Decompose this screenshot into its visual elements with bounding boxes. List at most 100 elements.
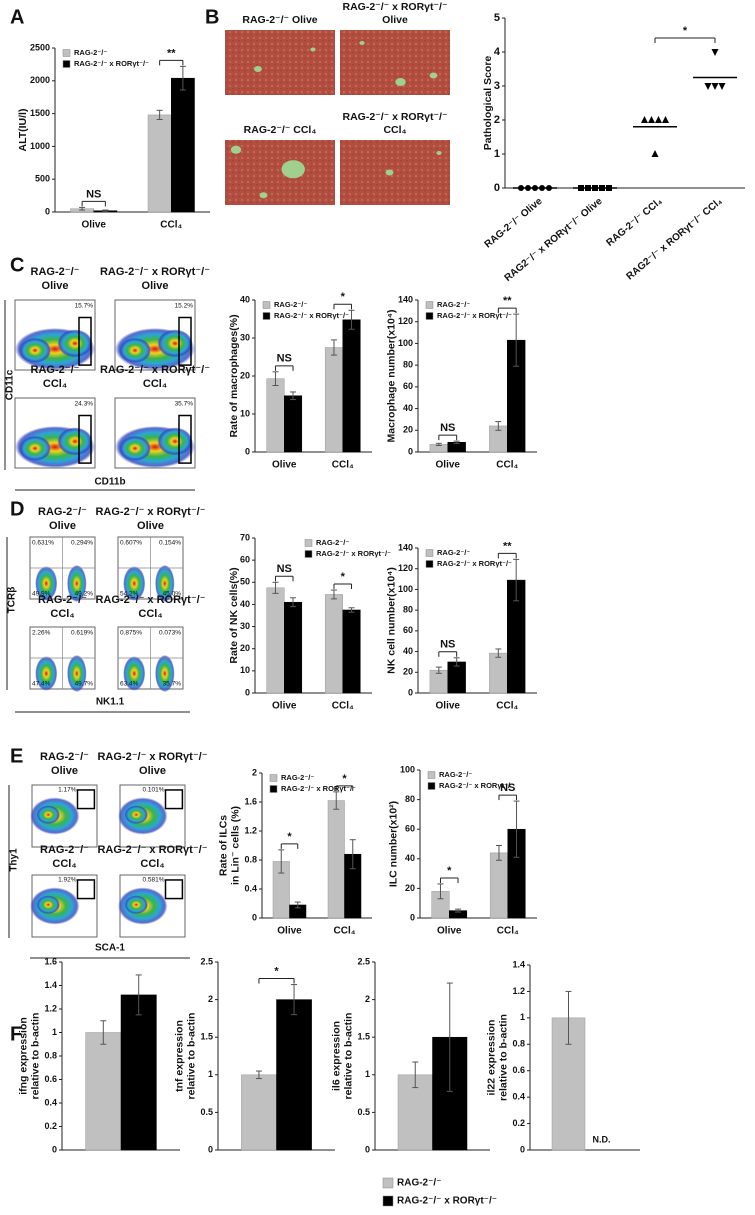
quadrant-value: 0.073%: [159, 630, 181, 637]
y-tick-label: 2: [252, 767, 257, 777]
data-point: [651, 150, 659, 157]
error-bar: [330, 339, 337, 356]
data-point: [704, 83, 712, 90]
y-tick-label: 0: [410, 912, 415, 922]
y-axis-label: ALT(IU/l): [17, 109, 29, 152]
significance: *: [341, 291, 346, 303]
gate-value: 15.7%: [75, 303, 94, 310]
y-tick-label: 1500: [30, 108, 50, 118]
y-tick-label: 80: [403, 360, 413, 370]
y-axis-label: il6 expression: [331, 1021, 343, 1091]
density: [157, 329, 193, 358]
y-tick-label: 1.2: [44, 1003, 57, 1013]
legend-label: RAG-2⁻/⁻ x RORγt⁻/⁻: [274, 311, 349, 320]
density: [67, 654, 87, 693]
y-axis-label: il22 expression: [486, 1020, 498, 1096]
y-tick-label: 60: [240, 555, 250, 565]
quadrant-value: 45.0%: [163, 591, 182, 598]
plot-label: RAG-2⁻/⁻ x RORγt⁻/⁻: [95, 506, 205, 518]
significance: *: [342, 773, 347, 785]
legend-label: RAG-2⁻/⁻: [74, 48, 107, 57]
legend-swatch: [382, 1195, 394, 1207]
y-axis-label: relative to b-actin: [343, 1013, 355, 1100]
plot-label: CCl₄: [143, 378, 167, 390]
significance: NS: [440, 422, 455, 434]
quadrant-value: 0.294%: [71, 540, 93, 547]
error-bar: [330, 589, 337, 600]
error-bar: [435, 666, 442, 674]
error-bar: [290, 391, 297, 401]
x-tick-label: Olive: [272, 460, 297, 471]
y-tick-label: 2: [365, 994, 370, 1004]
legend-swatch: [382, 1177, 394, 1189]
bar: [276, 999, 312, 1151]
plot-label: RAG-2⁻/⁻ x RORγt⁻/⁻: [97, 844, 207, 856]
image-label: Olive: [382, 14, 408, 26]
vessel: [429, 72, 438, 79]
plot-label: Olive: [51, 765, 78, 777]
y-tick-label: 0: [252, 912, 257, 922]
y-tick-label: 3: [494, 80, 500, 92]
panel-letter: A: [10, 6, 24, 28]
y-tick-label: 80: [403, 605, 413, 615]
x-tick-label: CCl₄: [332, 460, 354, 471]
plot-label: RAG-2⁻/⁻: [40, 751, 89, 763]
y-tick-label: 0.5: [200, 1107, 213, 1117]
y-tick-label: 0.8: [512, 1039, 525, 1049]
y-tick-label: 0.2: [44, 1121, 57, 1131]
error-bar: [290, 597, 297, 608]
density: [19, 337, 51, 363]
error-bar: [79, 206, 86, 211]
error-bar: [513, 558, 520, 602]
error-bar: [348, 309, 355, 330]
y-tick-label: 0: [45, 206, 50, 216]
bar: [284, 395, 303, 453]
legend-label: RAG-2⁻/⁻: [274, 300, 307, 309]
y-tick-label: 50: [240, 577, 250, 587]
y-axis-label: ifng expression: [18, 1017, 30, 1095]
y-tick-label: 0.4: [244, 883, 257, 893]
y-tick-label: 140: [398, 542, 413, 552]
y-axis-label: NK cell number(x10⁴): [386, 567, 398, 674]
bar: [171, 77, 195, 213]
density: [35, 566, 58, 601]
x-tick-label: Olive: [436, 460, 461, 471]
plot-label: Olive: [142, 280, 169, 292]
error-bar: [291, 984, 298, 1016]
x-tick-label: RAG2⁻/⁻ x RORγt⁻/⁻ Olive: [503, 196, 605, 284]
y-tick-label: 0.6: [512, 1065, 525, 1075]
y-tick-label: 0: [208, 1144, 213, 1154]
significance: NS: [277, 563, 292, 575]
y-tick-label: 0.8: [44, 1050, 57, 1060]
y-tick-label: 2: [208, 994, 213, 1004]
vessel: [395, 78, 406, 86]
plot-label: RAG-2⁻/⁻: [38, 506, 87, 518]
bar: [489, 652, 508, 694]
quadrant-value: 2.26%: [32, 630, 51, 637]
legend-swatch: [425, 312, 434, 320]
data-point: [711, 83, 719, 90]
y-tick-label: 0: [408, 446, 413, 456]
bar: [85, 1032, 122, 1151]
quadrant-value: 0.619%: [71, 630, 93, 637]
y-tick-label: 0.6: [44, 1074, 57, 1084]
bar: [120, 994, 157, 1151]
legend-swatch: [62, 49, 71, 57]
y-tick-label: 20: [240, 370, 250, 380]
y-tick-label: 20: [240, 643, 250, 653]
error-bar: [453, 657, 460, 667]
y-axis-label: ILC number(x10²): [388, 801, 400, 887]
significance: NS: [277, 353, 292, 365]
axis-title: SCA-1: [95, 943, 125, 954]
x-tick-label: RAG-2⁻/⁻ CCl₄: [605, 196, 665, 249]
error-bar: [179, 65, 186, 91]
y-tick-label: 70: [240, 532, 250, 542]
y-tick-label: 0.2: [512, 1118, 525, 1128]
x-tick-label: RAG2⁻/⁻ x RORγt⁻/⁻ CCl₄: [625, 196, 725, 283]
y-tick-label: 60: [405, 824, 415, 834]
quadrant-value: 0.154%: [159, 540, 181, 547]
y-tick-label: 2500: [30, 42, 50, 52]
error-bar: [348, 607, 355, 613]
y-tick-label: 1: [365, 1069, 370, 1079]
